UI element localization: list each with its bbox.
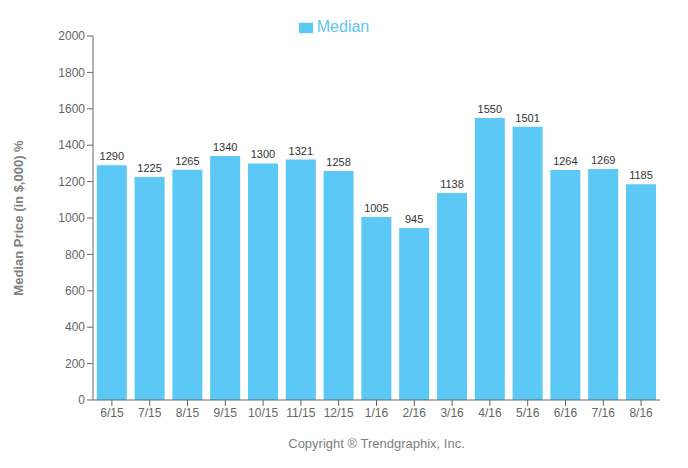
svg-text:7/15: 7/15	[138, 406, 162, 420]
svg-text:Median Price (in $,000) %: Median Price (in $,000) %	[11, 140, 26, 296]
svg-text:1265: 1265	[175, 155, 199, 167]
svg-text:1005: 1005	[364, 202, 388, 214]
svg-text:6/16: 6/16	[554, 406, 578, 420]
svg-text:4/16: 4/16	[478, 406, 502, 420]
svg-text:2000: 2000	[58, 29, 85, 43]
svg-text:1800: 1800	[58, 66, 85, 80]
svg-text:1264: 1264	[553, 155, 577, 167]
svg-text:945: 945	[405, 213, 423, 225]
svg-text:1225: 1225	[137, 162, 161, 174]
svg-text:7/16: 7/16	[592, 406, 616, 420]
svg-text:600: 600	[65, 284, 85, 298]
svg-text:1340: 1340	[213, 141, 237, 153]
svg-text:1/16: 1/16	[365, 406, 389, 420]
svg-text:1258: 1258	[326, 156, 350, 168]
svg-text:0: 0	[78, 393, 85, 407]
svg-text:Copyright ® Trendgraphix, Inc.: Copyright ® Trendgraphix, Inc.	[288, 436, 465, 451]
svg-text:800: 800	[65, 248, 85, 262]
svg-text:1300: 1300	[251, 148, 275, 160]
svg-text:8/16: 8/16	[629, 406, 653, 420]
svg-text:1501: 1501	[515, 112, 539, 124]
svg-text:5/16: 5/16	[516, 406, 540, 420]
svg-text:1185: 1185	[629, 169, 653, 181]
svg-text:1000: 1000	[58, 211, 85, 225]
svg-text:9/15: 9/15	[214, 406, 238, 420]
html-text:Median: Median	[316, 18, 370, 35]
svg-text:400: 400	[65, 320, 85, 334]
svg-text:1600: 1600	[58, 102, 85, 116]
svg-text:1138: 1138	[440, 178, 464, 190]
svg-text:1290: 1290	[100, 150, 124, 162]
svg-text:200: 200	[65, 357, 85, 371]
svg-text:1200: 1200	[58, 175, 85, 189]
svg-text:2/16: 2/16	[403, 406, 427, 420]
svg-text:12/15: 12/15	[324, 406, 354, 420]
svg-text:3/16: 3/16	[440, 406, 464, 420]
svg-text:6/15: 6/15	[100, 406, 124, 420]
svg-text:11/15: 11/15	[286, 406, 315, 420]
svg-text:1269: 1269	[591, 154, 615, 166]
svg-text:1321: 1321	[289, 145, 313, 157]
svg-text:8/15: 8/15	[176, 406, 200, 420]
svg-text:1400: 1400	[58, 138, 85, 152]
svg-text:10/15: 10/15	[248, 406, 278, 420]
svg-text:1550: 1550	[478, 103, 502, 115]
